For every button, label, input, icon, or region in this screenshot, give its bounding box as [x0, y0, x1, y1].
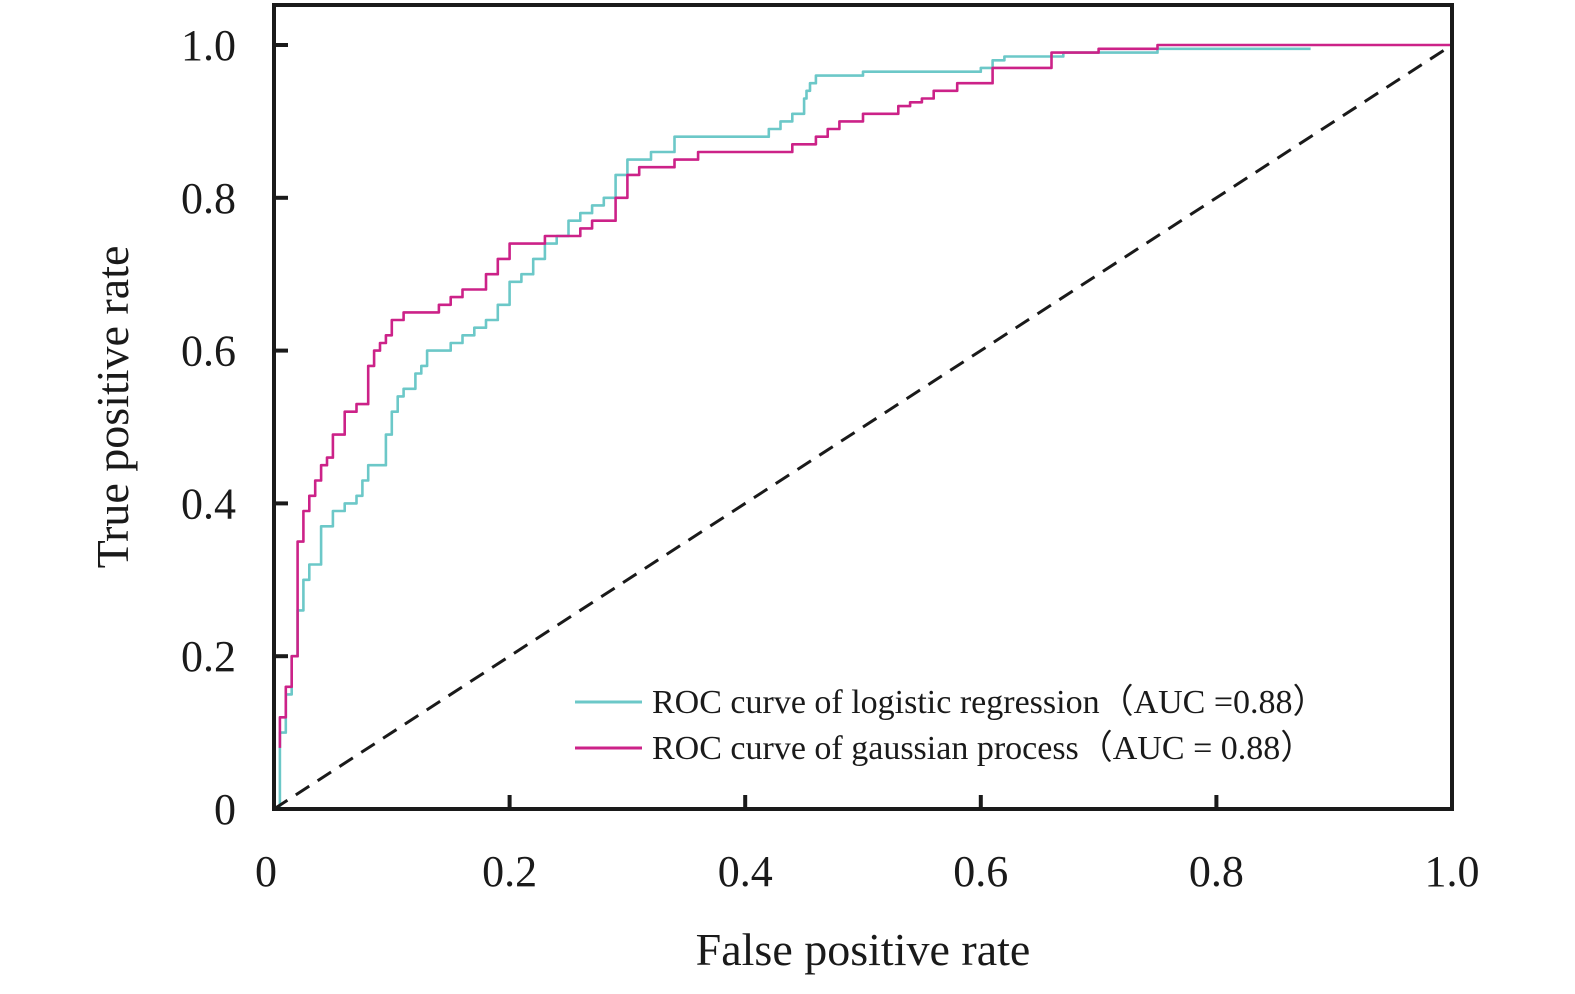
y-tick-label: 1.0 — [181, 21, 236, 70]
y-tick-label: 0.8 — [181, 174, 236, 223]
series-layer — [273, 43, 1453, 811]
x-tick-label: 0.8 — [1189, 847, 1244, 896]
x-tick-label: 0.6 — [953, 847, 1008, 896]
roc-curve-gaussian-process — [278, 43, 1452, 748]
legend-label-gaussian: ROC curve of gaussian process（AUC = 0.88… — [652, 729, 1314, 767]
ticks-layer: 0 0.2 0.4 0.6 0.8 1.0 0 0.2 0.4 0.6 0.8 1.0 — [181, 21, 1480, 896]
legend: ROC curve of logistic regression（AUC =0.… — [575, 683, 1327, 767]
roc-curve-logistic-regression — [278, 47, 1311, 809]
x-tick-label: 0.4 — [718, 847, 773, 896]
x-tick-label: 0 — [255, 847, 277, 896]
y-axis-label: True positive rate — [87, 246, 138, 569]
diagonal-reference-line — [273, 43, 1453, 811]
y-tick-label: 0.6 — [181, 327, 236, 376]
y-tick-label: 0.2 — [181, 632, 236, 681]
y-tick-label: 0.4 — [181, 479, 236, 528]
x-tick-label: 0.2 — [482, 847, 537, 896]
legend-label-logistic: ROC curve of logistic regression（AUC =0.… — [652, 683, 1327, 721]
y-tick-label: 0 — [214, 785, 236, 834]
plot-frame — [272, 3, 1454, 811]
x-axis-label: False positive rate — [696, 924, 1031, 975]
x-tick-label: 1.0 — [1425, 847, 1480, 896]
